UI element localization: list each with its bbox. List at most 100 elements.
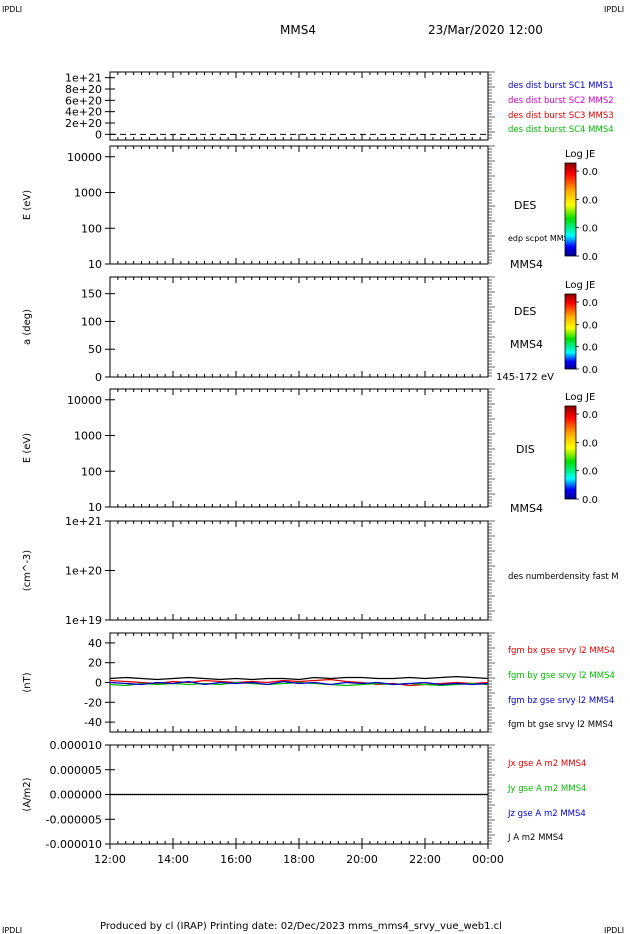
panel-instrument-label: DES: [514, 305, 536, 318]
colorbar-title: Log JE: [565, 280, 595, 291]
legend-entry: Jx gse A m2 MMS4: [507, 759, 586, 769]
y-tick-label: 1e+19: [65, 614, 102, 627]
colorbar-tick-label: 0.0: [582, 167, 598, 178]
y-tick-label: 150: [81, 288, 102, 301]
y-axis-label: (A/m2): [22, 777, 33, 811]
colorbar-title: Log JE: [565, 149, 595, 160]
y-tick-label: 0: [95, 371, 102, 384]
legend-entry: fgm bx gse srvy l2 MMS4: [508, 646, 615, 656]
panel-frame-dist-counts: [109, 71, 489, 141]
legend-entry: fgm bt gse srvy l2 MMS4: [508, 720, 613, 730]
y-tick-label: -0.000005: [46, 813, 102, 826]
y-tick-label: 1e+21: [65, 515, 102, 528]
time-tick-label: 12:00: [94, 853, 126, 866]
y-tick-label: 1000: [74, 187, 102, 200]
y-tick-label: 20: [88, 657, 102, 670]
panel-frame-dis-energy: [109, 388, 489, 508]
legend-entry: Jz gse A m2 MMS4: [507, 809, 586, 819]
y-tick-label: 4e+20: [65, 106, 102, 119]
y-tick-label: -0.000010: [46, 838, 102, 851]
y-tick-label: 100: [81, 315, 102, 328]
corner-label-top-left: IPDLI: [2, 5, 22, 14]
corner-label-bottom-left: IPDLI: [2, 926, 22, 934]
y-tick-label: 0.000010: [50, 739, 103, 752]
y-tick-label: 10000: [67, 394, 102, 407]
y-tick-label: 10: [88, 258, 102, 271]
legend-entry: des dist burst SC4 MMS4: [508, 125, 614, 135]
panel-frame-des-pitch: [109, 276, 489, 378]
colorbar-tick-label: 0.0: [582, 224, 598, 235]
colorbar-tick-label: 0.0: [582, 467, 598, 478]
panel-spacecraft-label: MMS4: [510, 258, 543, 271]
colorbar: [564, 405, 577, 500]
time-tick-label: 20:00: [346, 853, 378, 866]
y-tick-label: 0.000000: [50, 789, 103, 802]
panel-instrument-label: DES: [514, 199, 536, 212]
colorbar-tick-label: 0.0: [582, 343, 598, 354]
y-tick-label: 1000: [74, 430, 102, 443]
colorbar-tick-label: 0.0: [582, 252, 598, 263]
time-tick-label: 18:00: [283, 853, 315, 866]
panel-frame-des-energy: [109, 145, 489, 265]
time-tick-label: 00:00: [472, 853, 504, 866]
y-tick-label: 100: [81, 222, 102, 235]
y-axis-label: (cm^-3): [22, 550, 33, 591]
colorbar-title: Log JE: [565, 392, 595, 403]
y-tick-label: 8e+20: [65, 83, 102, 96]
time-tick-label: 22:00: [409, 853, 441, 866]
y-tick-label: 1e+21: [65, 72, 102, 85]
y-tick-label: -40: [84, 716, 102, 729]
y-tick-label: 40: [88, 637, 102, 650]
y-tick-label: 2e+20: [65, 117, 102, 130]
y-tick-label: 50: [88, 343, 102, 356]
colorbar-tick-label: 0.0: [582, 298, 598, 309]
y-axis-label: E (eV): [22, 190, 33, 220]
colorbar-tick-label: 0.0: [582, 195, 598, 206]
datetime-title: 23/Mar/2020 12:00: [428, 23, 543, 37]
y-tick-label: 100: [81, 465, 102, 478]
panel-spacecraft-label: MMS4: [510, 502, 543, 515]
series-line-2: [109, 680, 489, 686]
y-tick-label: 10000: [67, 151, 102, 164]
y-tick-label: 0: [95, 128, 102, 141]
spacecraft-title: MMS4: [280, 23, 316, 37]
colorbar: [564, 293, 577, 370]
energy-range-label: 145-172 eV: [496, 372, 554, 383]
colorbar: [564, 162, 577, 257]
legend-entry: des dist burst SC2 MMS2: [508, 96, 614, 106]
legend-entry: des dist burst SC1 MMS1: [508, 81, 614, 91]
corner-label-bottom-right: IPDLI: [604, 926, 624, 934]
legend-entry: des numberdensity fast M: [508, 572, 619, 582]
y-tick-label: -20: [84, 696, 102, 709]
colorbar-tick-label: 0.0: [582, 410, 598, 421]
y-tick-label: 0.000005: [50, 764, 103, 777]
series-line-3: [109, 675, 489, 681]
y-tick-label: 0: [95, 677, 102, 690]
colorbar-tick-label: 0.0: [582, 495, 598, 506]
panel-spacecraft-label: MMS4: [510, 338, 543, 351]
panel-instrument-label: DIS: [516, 443, 535, 456]
legend-entry: Jy gse A m2 MMS4: [507, 784, 586, 794]
panel-frame-density: [109, 520, 489, 621]
y-tick-label: 1e+20: [65, 565, 102, 578]
y-axis-label: E (eV): [22, 433, 33, 463]
time-axis: 12:00 14:00 16:00 18:00 20:00 22:00 00:00: [94, 844, 504, 866]
overlay-label: edp scpot MMS4: [508, 234, 574, 243]
colorbar-tick-label: 0.0: [582, 320, 598, 331]
colorbar-tick-label: 0.0: [582, 365, 598, 376]
y-tick-label: 10: [88, 501, 102, 514]
legend-entry: fgm by gse srvy l2 MMS4: [508, 671, 615, 681]
legend-entry: J A m2 MMS4: [507, 833, 564, 843]
y-axis-label: (nT): [22, 672, 33, 692]
legend-entry: des dist burst SC3 MMS3: [508, 111, 614, 121]
y-axis-label: a (deg): [22, 309, 33, 345]
legend-entry: fgm bz gse srvy l2 MMS4: [508, 696, 614, 706]
time-tick-label: 16:00: [220, 853, 252, 866]
footer-credit: Produced by cl (IRAP) Printing date: 02/…: [100, 921, 502, 932]
time-tick-label: 14:00: [157, 853, 189, 866]
y-tick-label: 6e+20: [65, 94, 102, 107]
corner-label-top-right: IPDLI: [604, 5, 624, 14]
colorbar-tick-label: 0.0: [582, 438, 598, 449]
